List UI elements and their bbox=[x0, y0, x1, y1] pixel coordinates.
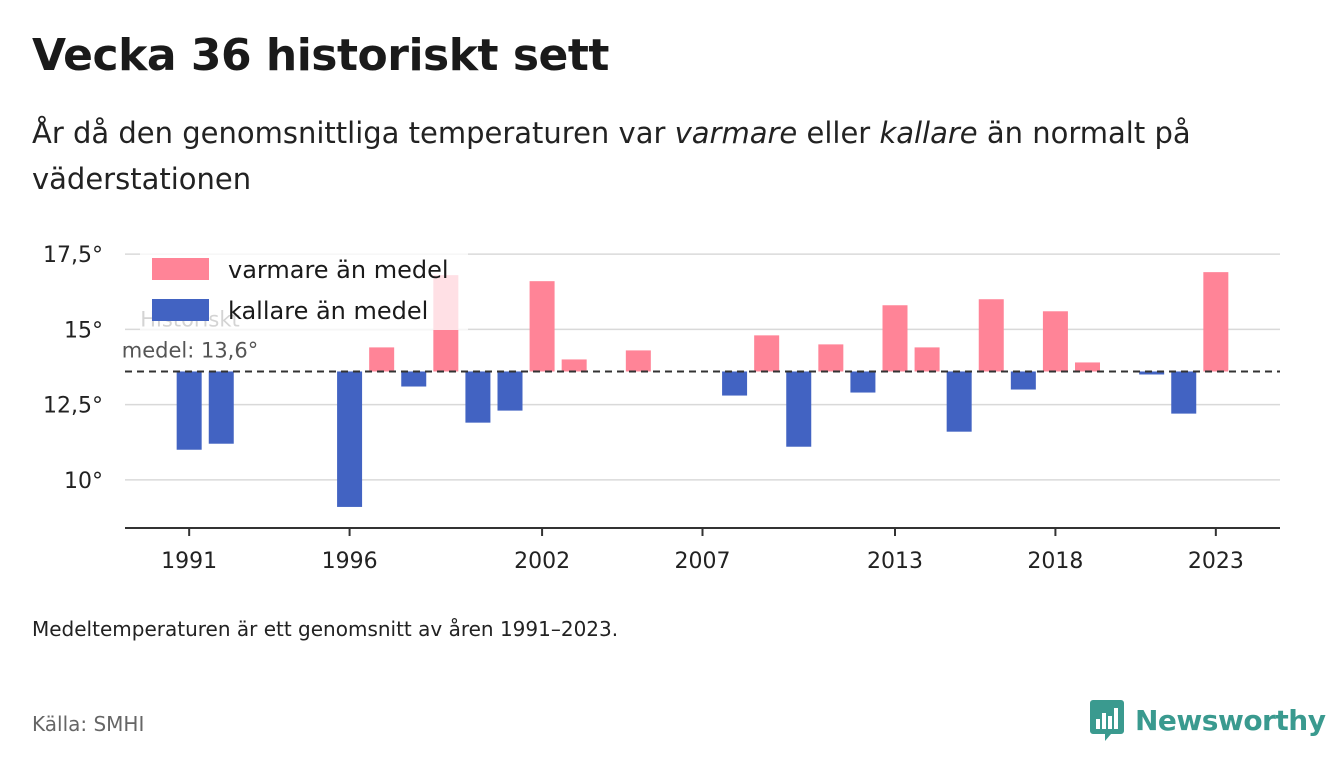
bar-cold bbox=[1139, 371, 1165, 375]
chart-title: Vecka 36 historiskt sett bbox=[32, 30, 609, 81]
bar-cold bbox=[946, 371, 972, 432]
newsworthy-logo: Newsworthy bbox=[1089, 698, 1326, 742]
subtitle-cold-word: kallare bbox=[879, 116, 978, 150]
x-tick-label: 2007 bbox=[675, 549, 731, 574]
y-tick-label: 17,5° bbox=[43, 243, 103, 268]
x-tick-label: 2023 bbox=[1188, 549, 1244, 574]
bar-cold bbox=[208, 371, 234, 444]
legend-label-cold: kallare än medel bbox=[228, 297, 428, 325]
bar-cold bbox=[722, 371, 748, 396]
bar-warm bbox=[1042, 311, 1068, 372]
legend-swatch-cold bbox=[152, 299, 209, 321]
bar-cold bbox=[497, 371, 523, 411]
bar-cold bbox=[850, 371, 876, 393]
x-tick-label: 1991 bbox=[161, 549, 217, 574]
bar-cold bbox=[176, 371, 202, 450]
bar-warm bbox=[1203, 272, 1229, 372]
bar-cold bbox=[1171, 371, 1197, 414]
x-tick-label: 2018 bbox=[1027, 549, 1083, 574]
subtitle-part: År då den genomsnittliga temperaturen va… bbox=[32, 116, 675, 150]
brand-name: Newsworthy bbox=[1135, 703, 1326, 737]
bar-warm bbox=[914, 347, 940, 372]
newsworthy-bar-chart-icon bbox=[1090, 700, 1124, 741]
bar-warm bbox=[1075, 362, 1100, 372]
source-label: Källa: SMHI bbox=[32, 712, 145, 736]
bar-warm bbox=[818, 344, 844, 372]
bar-chart: 10°12,5°15°17,5°Historisktmedel: 13,6°19… bbox=[43, 243, 1280, 574]
bar-warm bbox=[978, 299, 1004, 372]
bar-warm bbox=[882, 305, 908, 372]
bar-cold bbox=[1010, 371, 1036, 390]
bar-cold bbox=[465, 371, 491, 423]
bar-warm bbox=[625, 350, 651, 372]
y-tick-label: 12,5° bbox=[43, 394, 103, 419]
y-tick-label: 10° bbox=[64, 469, 103, 494]
baseline-label: medel: 13,6° bbox=[122, 338, 258, 362]
subtitle-part: än normalt på väderstationen bbox=[32, 116, 1191, 196]
legend-swatch-warm bbox=[152, 258, 209, 280]
subtitle-part: eller bbox=[797, 116, 880, 150]
bar-warm bbox=[369, 347, 395, 372]
bar-cold bbox=[401, 371, 427, 387]
y-tick-label: 15° bbox=[64, 318, 103, 343]
bar-warm bbox=[561, 359, 587, 372]
x-tick-label: 2013 bbox=[867, 549, 923, 574]
legend-label-warm: varmare än medel bbox=[228, 256, 449, 284]
bar-warm bbox=[754, 335, 780, 372]
chart-subtitle: År då den genomsnittliga temperaturen va… bbox=[32, 110, 1272, 202]
bar-cold bbox=[337, 371, 363, 507]
bar-cold bbox=[786, 371, 812, 447]
x-tick-label: 2002 bbox=[514, 549, 570, 574]
x-tick-label: 1996 bbox=[322, 549, 378, 574]
footnote: Medeltemperaturen är ett genomsnitt av å… bbox=[32, 617, 619, 641]
bar-warm bbox=[529, 281, 555, 372]
subtitle-warm-word: varmare bbox=[674, 116, 798, 150]
